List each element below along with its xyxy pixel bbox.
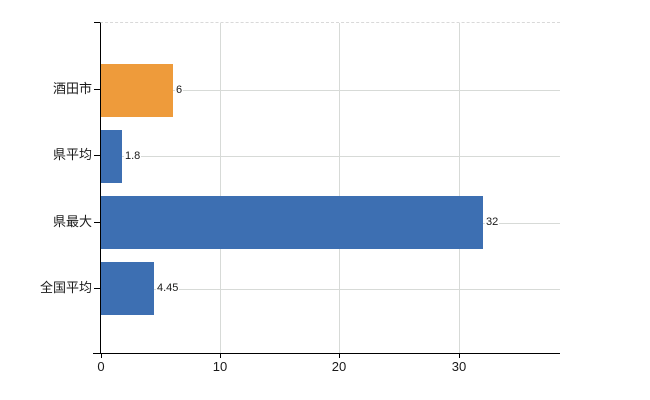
value-label: 6 bbox=[175, 84, 184, 97]
vertical-gridline bbox=[459, 23, 460, 353]
horizontal-gridline bbox=[101, 156, 560, 157]
value-label: 4.45 bbox=[156, 282, 180, 295]
bar-酒田市 bbox=[101, 64, 173, 117]
y-axis-tick bbox=[94, 89, 100, 90]
vertical-gridline bbox=[339, 23, 340, 353]
x-axis-tick bbox=[459, 353, 460, 358]
y-axis-tick bbox=[94, 222, 100, 223]
value-label: 32 bbox=[485, 216, 500, 229]
x-axis-tick bbox=[339, 353, 340, 358]
horizontal-gridline bbox=[101, 289, 560, 290]
bar-全国平均 bbox=[101, 262, 154, 315]
vertical-gridline bbox=[220, 23, 221, 353]
x-axis-tick bbox=[220, 353, 221, 358]
bar-県平均 bbox=[101, 130, 122, 183]
x-tick-label: 30 bbox=[451, 359, 467, 374]
category-label-全国平均: 全国平均 bbox=[39, 280, 92, 295]
category-label-県最大: 県最大 bbox=[52, 214, 92, 229]
category-label-県平均: 県平均 bbox=[52, 147, 92, 162]
x-tick-label: 10 bbox=[212, 359, 228, 374]
x-axis-tick bbox=[101, 353, 102, 358]
y-axis-top-tick bbox=[94, 22, 100, 23]
horizontal-gridline bbox=[101, 90, 560, 91]
y-axis-tick bbox=[94, 288, 100, 289]
plot-area: 6 1.8 32 4.45 bbox=[100, 22, 560, 353]
y-axis-tick bbox=[94, 155, 100, 156]
category-label-酒田市: 酒田市 bbox=[52, 81, 92, 96]
bar-県最大 bbox=[101, 196, 483, 249]
x-axis-line bbox=[93, 353, 560, 354]
x-tick-label: 20 bbox=[331, 359, 347, 374]
value-label: 1.8 bbox=[124, 150, 142, 163]
x-tick-label: 0 bbox=[97, 359, 105, 374]
